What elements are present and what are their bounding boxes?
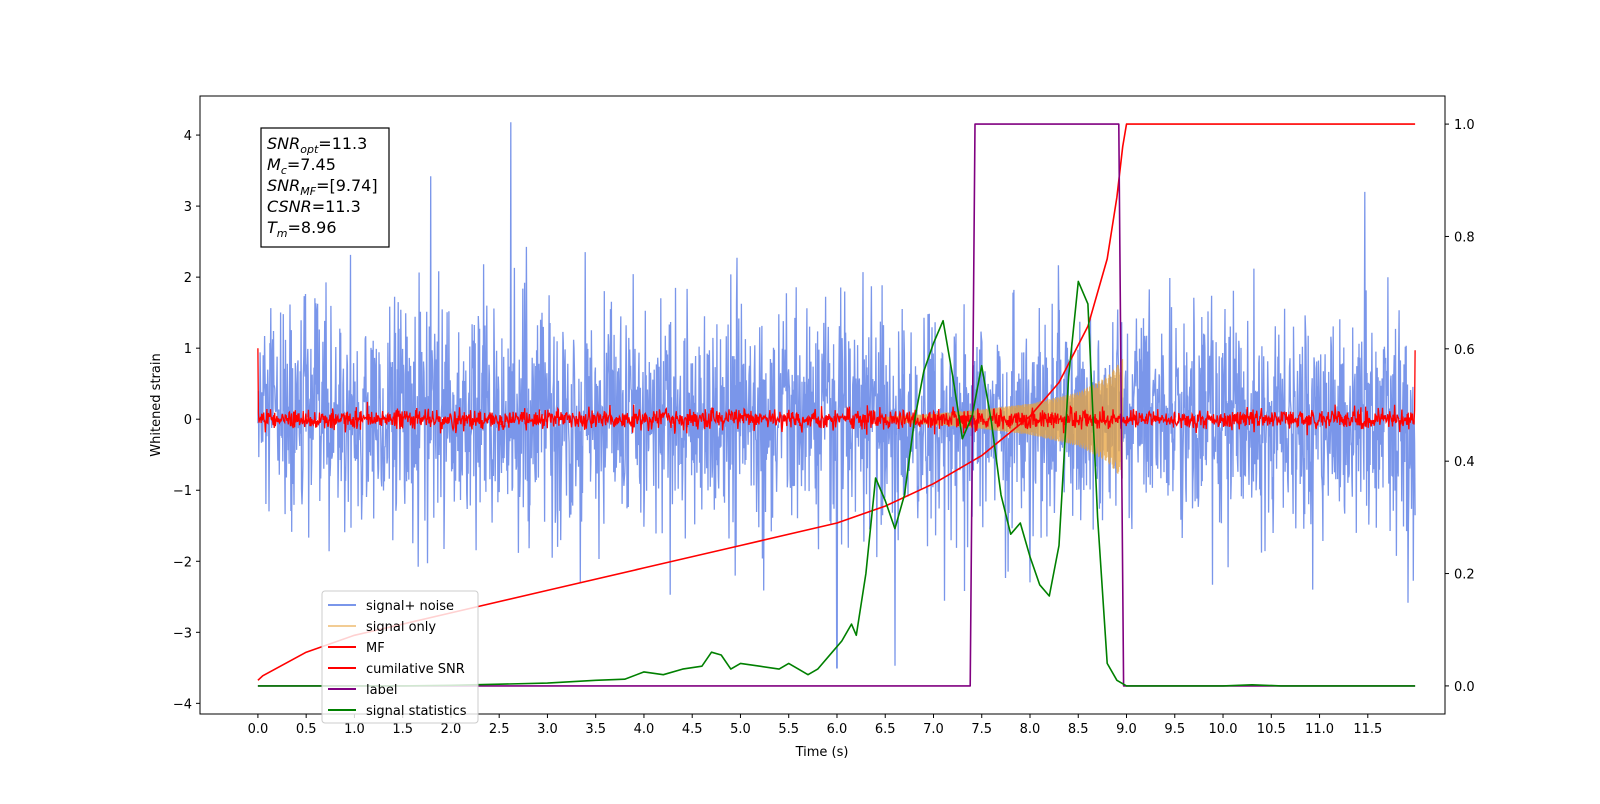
annotation-line: SNRMF=[9.74]	[267, 176, 378, 198]
y-tick-label: 2	[184, 271, 192, 286]
legend-entry-label: label	[366, 683, 397, 698]
x-tick-label: 5.0	[730, 722, 751, 737]
x-tick-label: 11.5	[1353, 722, 1382, 737]
x-tick-label: 1.5	[392, 722, 413, 737]
legend-entry-label: MF	[366, 641, 385, 656]
x-tick-label: 3.0	[537, 722, 558, 737]
x-axis-ticks: 0.0 0.5 1.0 1.5 2.0 2.5 3.0 3.5 4.0 4.5 5.0 5.5 6.0 6…	[248, 714, 1382, 737]
x-tick-label: 5.5	[778, 722, 799, 737]
y-tick-label: −1	[173, 484, 192, 499]
x-tick-label: 2.5	[489, 722, 510, 737]
x-tick-label: 0.5	[296, 722, 317, 737]
x-tick-label: 6.0	[827, 722, 848, 737]
legend-entry-label: signal+ noise	[366, 599, 454, 614]
x-tick-label: 10.5	[1257, 722, 1286, 737]
legend: signal+ noise signal only MF cumilative SNR…	[321, 590, 479, 724]
annotation-line: Mc=7.45	[267, 155, 336, 177]
x-tick-label: 10.0	[1209, 722, 1238, 737]
y-tick-label: −3	[173, 626, 192, 641]
x-tick-label: 11.0	[1305, 722, 1334, 737]
x-axis-label: Time (s)	[795, 745, 849, 760]
y-tick-label: −4	[173, 697, 192, 712]
series-mf	[257, 348, 1416, 436]
y-right-tick-label: 0.8	[1454, 230, 1475, 245]
y-right-tick-label: 0.6	[1454, 343, 1475, 358]
y-right-tick-label: 0.2	[1454, 568, 1475, 583]
x-tick-label: 2.0	[441, 722, 462, 737]
y-axis-ticks: 4 3 2 1 0 −1 −2 −3 −4	[173, 129, 200, 712]
x-tick-label: 0.0	[248, 722, 269, 737]
y-right-tick-label: 0.4	[1454, 455, 1475, 470]
x-tick-label: 3.5	[585, 722, 606, 737]
annotation-line: CSNR=11.3	[267, 197, 361, 216]
y-tick-label: 1	[184, 342, 192, 357]
y-tick-label: 3	[184, 200, 192, 215]
y-tick-label: −2	[173, 555, 192, 570]
annotation-box-frame	[260, 127, 390, 248]
x-tick-label: 4.5	[682, 722, 703, 737]
x-tick-label: 7.0	[923, 722, 944, 737]
y-right-tick-label: 1.0	[1454, 118, 1475, 133]
plot-frame	[199, 95, 1446, 715]
legend-frame	[321, 590, 479, 724]
series-signal-statistics	[257, 280, 1416, 687]
y-axis-label: Whitened strain	[149, 353, 164, 456]
x-tick-label: 1.0	[344, 722, 365, 737]
annotation-line: SNRopt=11.3	[267, 134, 367, 156]
x-tick-label: 8.5	[1068, 722, 1089, 737]
x-tick-label: 9.0	[1116, 722, 1137, 737]
legend-entry-label: signal statistics	[366, 704, 467, 719]
x-tick-label: 4.0	[634, 722, 655, 737]
series-signal-only	[884, 358, 1124, 479]
legend-entry-label: signal only	[366, 620, 436, 635]
x-tick-label: 6.5	[875, 722, 896, 737]
x-tick-label: 7.5	[971, 722, 992, 737]
x-tick-label: 9.5	[1164, 722, 1185, 737]
y-tick-label: 4	[184, 129, 192, 144]
y-right-tick-label: 0.0	[1454, 680, 1475, 695]
y-right-axis-ticks: 1.0 0.8 0.6 0.4 0.2 0.0	[1445, 118, 1475, 695]
y-tick-label: 0	[184, 413, 192, 428]
legend-entry-label: cumilative SNR	[366, 662, 465, 677]
x-tick-label: 8.0	[1020, 722, 1041, 737]
annotation-line: Tm=8.96	[267, 218, 337, 240]
